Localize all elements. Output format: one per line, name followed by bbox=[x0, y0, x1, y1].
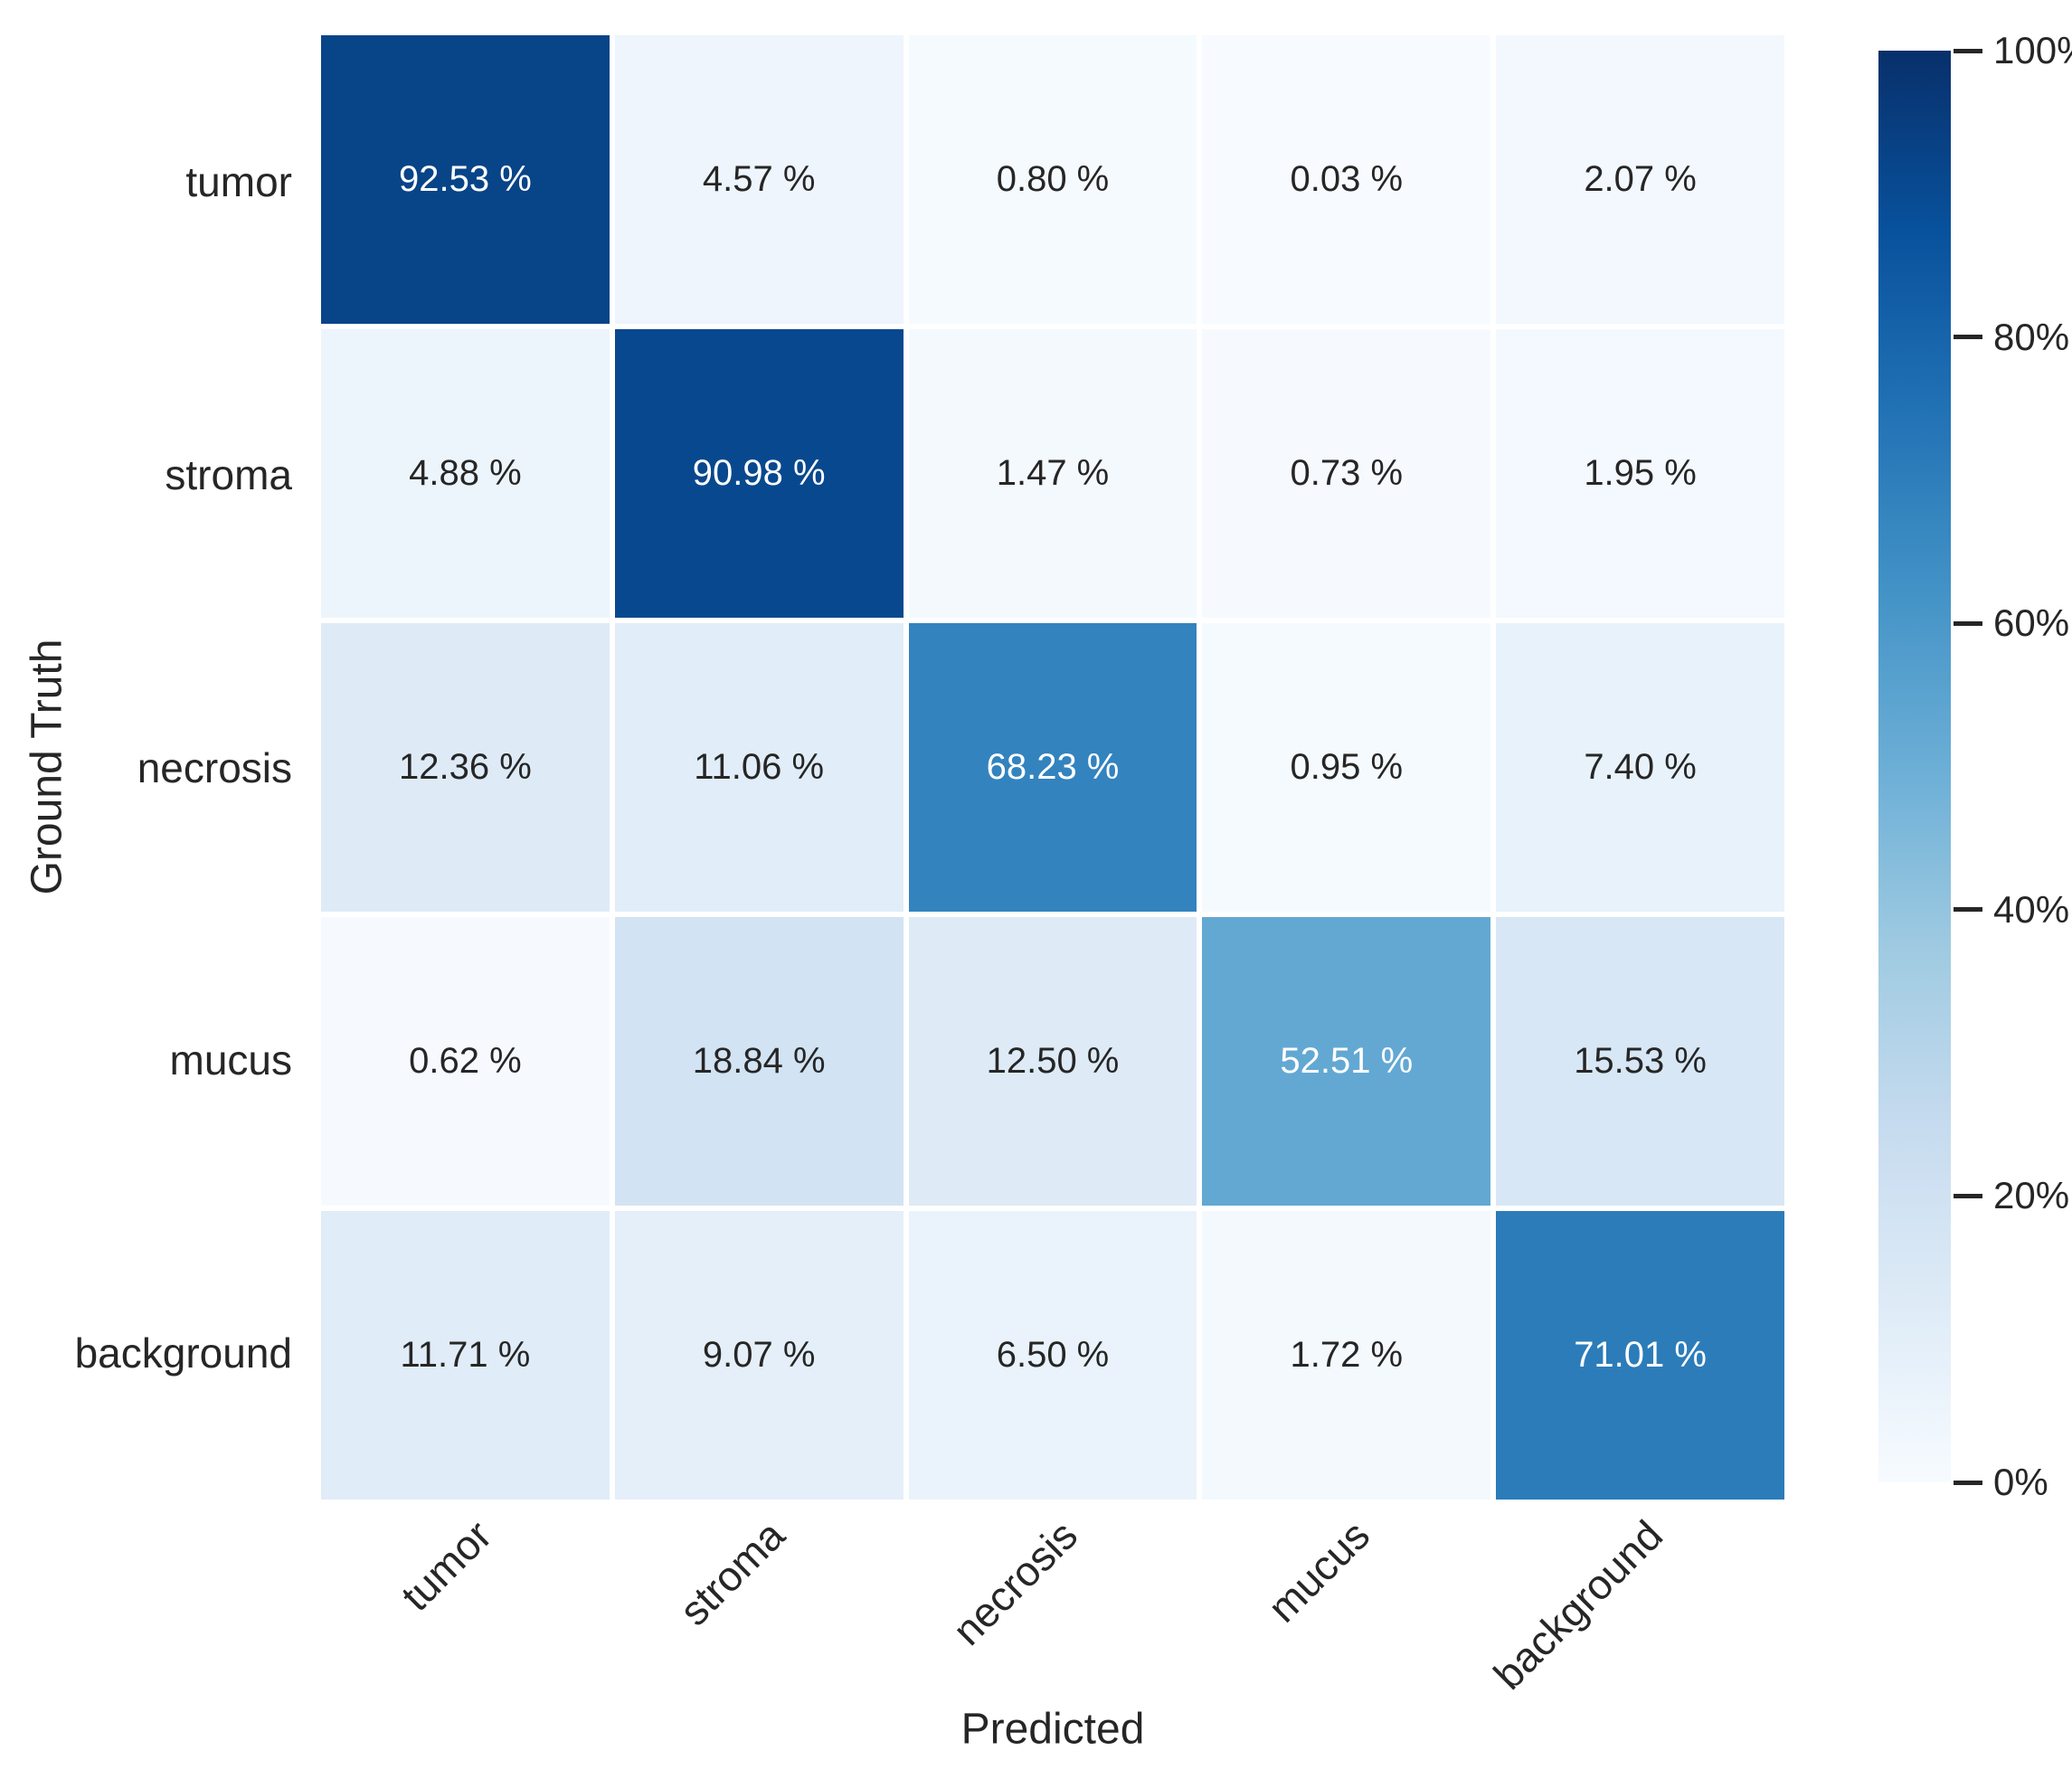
cell-value: 2.07 % bbox=[1584, 159, 1697, 199]
cell-value: 1.72 % bbox=[1290, 1335, 1404, 1375]
heatmap-cell: 71.01 % bbox=[1496, 1211, 1784, 1500]
cell-value: 1.95 % bbox=[1584, 453, 1697, 493]
heatmap-cell: 0.95 % bbox=[1202, 623, 1491, 912]
heatmap-cell: 11.06 % bbox=[614, 623, 904, 912]
heatmap-cell: 0.03 % bbox=[1202, 35, 1491, 324]
x-tick-label: mucus bbox=[1258, 1511, 1379, 1632]
y-tick-label: background bbox=[74, 1330, 292, 1377]
colorbar-tick-mark bbox=[1954, 335, 1982, 340]
y-tick-label: tumor bbox=[185, 157, 292, 205]
cell-value: 9.07 % bbox=[702, 1335, 816, 1375]
heatmap-grid: 92.53 % 4.57 % 0.80 % 0.03 % 2.07 % 4.88 % 90.… bbox=[321, 35, 1784, 1500]
heatmap-cell: 2.07 % bbox=[1496, 35, 1784, 324]
cell-value: 12.50 % bbox=[986, 1041, 1120, 1081]
y-tick-label: mucus bbox=[169, 1036, 292, 1084]
heatmap-cell: 12.50 % bbox=[908, 917, 1197, 1206]
x-axis-label: Predicted bbox=[960, 1705, 1145, 1754]
x-tick-label: tumor bbox=[392, 1511, 501, 1620]
heatmap-cell: 0.73 % bbox=[1202, 329, 1491, 618]
x-tick-label: necrosis bbox=[942, 1511, 1086, 1654]
heatmap-cell: 1.47 % bbox=[908, 329, 1197, 618]
y-tick-label: necrosis bbox=[137, 743, 292, 791]
cell-value: 18.84 % bbox=[692, 1041, 826, 1081]
y-tick-label: stroma bbox=[165, 450, 292, 498]
colorbar-gradient bbox=[1878, 51, 1951, 1482]
cell-value: 7.40 % bbox=[1584, 747, 1697, 787]
heatmap-cell: 0.62 % bbox=[321, 917, 610, 1206]
heatmap-cell: 15.53 % bbox=[1496, 917, 1784, 1206]
cell-value: 0.73 % bbox=[1290, 453, 1404, 493]
heatmap-cell: 0.80 % bbox=[908, 35, 1197, 324]
heatmap-cell: 52.51 % bbox=[1202, 917, 1491, 1206]
cell-value: 15.53 % bbox=[1574, 1041, 1707, 1081]
heatmap-cell: 1.72 % bbox=[1202, 1211, 1491, 1500]
heatmap-cell: 1.95 % bbox=[1496, 329, 1784, 618]
cell-value: 92.53 % bbox=[399, 159, 532, 199]
x-tick-label: stroma bbox=[669, 1511, 794, 1635]
heatmap-cell: 4.57 % bbox=[614, 35, 904, 324]
colorbar-tick-mark bbox=[1954, 620, 1982, 626]
cell-value: 6.50 % bbox=[996, 1335, 1110, 1375]
colorbar-tick-label: 20% bbox=[1993, 1174, 2070, 1217]
heatmap-cell: 92.53 % bbox=[321, 35, 610, 324]
x-tick-label: background bbox=[1484, 1511, 1671, 1699]
heatmap-cell: 12.36 % bbox=[321, 623, 610, 912]
cell-value: 0.62 % bbox=[409, 1041, 522, 1081]
cell-value: 0.95 % bbox=[1290, 747, 1404, 787]
cell-value: 52.51 % bbox=[1280, 1041, 1414, 1081]
cell-value: 4.88 % bbox=[409, 453, 522, 493]
heatmap-cell: 7.40 % bbox=[1496, 623, 1784, 912]
heatmap-cell: 6.50 % bbox=[908, 1211, 1197, 1500]
colorbar-tick-label: 0% bbox=[1993, 1461, 2048, 1503]
heatmap-cell: 68.23 % bbox=[908, 623, 1197, 912]
cell-value: 11.06 % bbox=[694, 747, 825, 787]
colorbar-tick-mark bbox=[1954, 1193, 1982, 1198]
cell-value: 1.47 % bbox=[996, 453, 1110, 493]
heatmap-cell: 18.84 % bbox=[614, 917, 904, 1206]
colorbar-tick-label: 40% bbox=[1993, 887, 2070, 931]
cell-value: 12.36 % bbox=[399, 747, 532, 787]
heatmap-cell: 9.07 % bbox=[614, 1211, 904, 1500]
colorbar-tick-label: 100% bbox=[1993, 29, 2072, 71]
colorbar-tick-mark bbox=[1954, 907, 1982, 913]
colorbar-tick-mark bbox=[1954, 1480, 1982, 1485]
cell-value: 0.80 % bbox=[996, 159, 1110, 199]
heatmap-cell: 4.88 % bbox=[321, 329, 610, 618]
colorbar-tick-label: 80% bbox=[1993, 315, 2070, 358]
cell-value: 11.71 % bbox=[400, 1335, 531, 1375]
heatmap-cell: 11.71 % bbox=[321, 1211, 610, 1500]
cell-value: 4.57 % bbox=[702, 159, 816, 199]
cell-value: 68.23 % bbox=[986, 747, 1120, 787]
colorbar-tick-label: 60% bbox=[1993, 601, 2070, 645]
cell-value: 90.98 % bbox=[692, 453, 826, 493]
cell-value: 0.03 % bbox=[1290, 159, 1404, 199]
heatmap-cell: 90.98 % bbox=[614, 329, 904, 618]
cell-value: 71.01 % bbox=[1574, 1335, 1707, 1375]
colorbar-tick-mark bbox=[1954, 48, 1982, 53]
